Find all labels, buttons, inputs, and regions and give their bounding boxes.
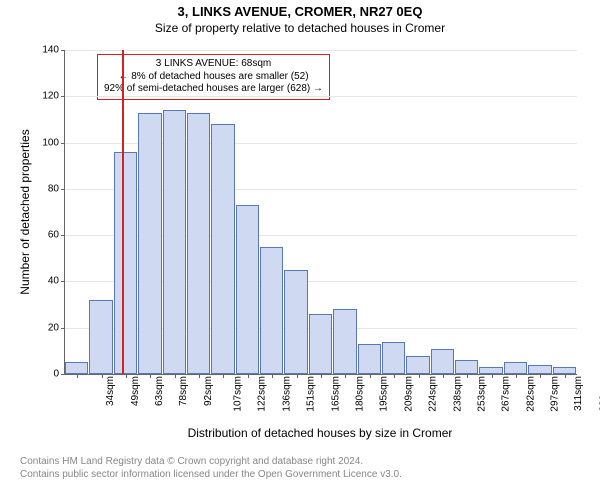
x-tick-mark: [77, 374, 78, 378]
y-tick-label: 140: [42, 45, 59, 56]
x-tick-label: 165sqm: [330, 376, 341, 412]
x-tick-label: 122sqm: [257, 376, 268, 412]
y-tick-mark: [61, 96, 65, 97]
x-tick-label: 107sqm: [233, 376, 244, 412]
histogram-bar: [260, 247, 283, 374]
x-tick-label: 180sqm: [355, 376, 366, 412]
chart-plot-area: 3 LINKS AVENUE: 68sqm ← 8% of detached h…: [64, 50, 577, 375]
x-axis-label: Distribution of detached houses by size …: [64, 426, 576, 440]
histogram-bar: [284, 270, 307, 374]
page-title: 3, LINKS AVENUE, CROMER, NR27 0EQ: [0, 4, 600, 19]
chart-annotation-box: 3 LINKS AVENUE: 68sqm ← 8% of detached h…: [97, 54, 330, 100]
x-tick-label: 151sqm: [306, 376, 317, 412]
annotation-line-2: ← 8% of detached houses are smaller (52): [104, 71, 323, 84]
x-tick-label: 195sqm: [379, 376, 390, 412]
x-tick-label: 282sqm: [525, 376, 536, 412]
y-tick-label: 100: [42, 137, 59, 148]
histogram-bar: [309, 314, 332, 374]
x-tick-label: 238sqm: [452, 376, 463, 412]
x-tick-mark: [102, 374, 103, 378]
histogram-bar: [504, 362, 527, 374]
x-tick-mark: [419, 374, 420, 378]
x-tick-label: 34sqm: [105, 376, 116, 406]
y-tick-label: 120: [42, 91, 59, 102]
reference-line: [122, 50, 124, 374]
x-tick-mark: [175, 374, 176, 378]
annotation-line-3: 92% of semi-detached houses are larger (…: [104, 83, 323, 96]
x-tick-label: 267sqm: [501, 376, 512, 412]
y-tick-label: 20: [48, 322, 59, 333]
x-tick-mark: [565, 374, 566, 378]
x-tick-label: 209sqm: [403, 376, 414, 412]
x-tick-label: 311sqm: [573, 376, 584, 411]
y-tick-mark: [61, 189, 65, 190]
x-tick-mark: [345, 374, 346, 378]
y-tick-mark: [61, 235, 65, 236]
y-tick-label: 0: [53, 369, 59, 380]
x-tick-mark: [394, 374, 395, 378]
x-tick-mark: [126, 374, 127, 378]
y-tick-label: 40: [48, 276, 59, 287]
x-tick-label: 78sqm: [178, 376, 189, 406]
annotation-line-1: 3 LINKS AVENUE: 68sqm: [104, 58, 323, 71]
x-tick-label: 224sqm: [428, 376, 439, 412]
histogram-bar: [211, 124, 234, 374]
histogram-bar: [528, 365, 551, 374]
x-tick-mark: [516, 374, 517, 378]
y-tick-label: 60: [48, 230, 59, 241]
grid-line: [65, 96, 577, 97]
histogram-bar: [479, 367, 502, 374]
x-tick-label: 49sqm: [130, 376, 141, 406]
x-tick-mark: [223, 374, 224, 378]
histogram-bar: [236, 205, 259, 374]
y-tick-mark: [61, 328, 65, 329]
x-tick-mark: [467, 374, 468, 378]
y-tick-mark: [61, 143, 65, 144]
histogram-bar: [382, 342, 405, 374]
histogram-bar: [553, 367, 576, 374]
x-tick-mark: [540, 374, 541, 378]
histogram-bar: [187, 113, 210, 375]
x-tick-label: 63sqm: [154, 376, 165, 406]
chart-subtitle: Size of property relative to detached ho…: [0, 21, 600, 35]
x-tick-label: 253sqm: [476, 376, 487, 412]
histogram-bar: [431, 349, 454, 374]
x-tick-label: 297sqm: [550, 376, 561, 412]
x-tick-mark: [150, 374, 151, 378]
x-tick-mark: [321, 374, 322, 378]
histogram-bar: [89, 300, 112, 374]
x-tick-mark: [370, 374, 371, 378]
histogram-bar: [114, 152, 137, 374]
histogram-bar: [333, 309, 356, 374]
x-tick-mark: [272, 374, 273, 378]
histogram-bar: [65, 362, 88, 374]
x-tick-mark: [248, 374, 249, 378]
histogram-bar: [358, 344, 381, 374]
y-tick-mark: [61, 50, 65, 51]
y-tick-label: 80: [48, 183, 59, 194]
x-tick-mark: [199, 374, 200, 378]
y-tick-mark: [61, 281, 65, 282]
y-tick-mark: [61, 374, 65, 375]
x-tick-label: 136sqm: [281, 376, 292, 412]
credits-line-1: Contains HM Land Registry data © Crown c…: [20, 456, 600, 469]
histogram-bar: [455, 360, 478, 374]
credits-block: Contains HM Land Registry data © Crown c…: [0, 456, 600, 481]
grid-line: [65, 50, 577, 51]
histogram-bar: [406, 356, 429, 375]
y-axis-label: Number of detached properties: [18, 50, 32, 374]
histogram-bar: [163, 110, 186, 374]
histogram-bar: [138, 113, 161, 375]
x-tick-mark: [492, 374, 493, 378]
x-tick-label: 92sqm: [203, 376, 214, 406]
x-tick-mark: [297, 374, 298, 378]
x-tick-mark: [443, 374, 444, 378]
credits-line-2: Contains public sector information licen…: [20, 469, 600, 482]
